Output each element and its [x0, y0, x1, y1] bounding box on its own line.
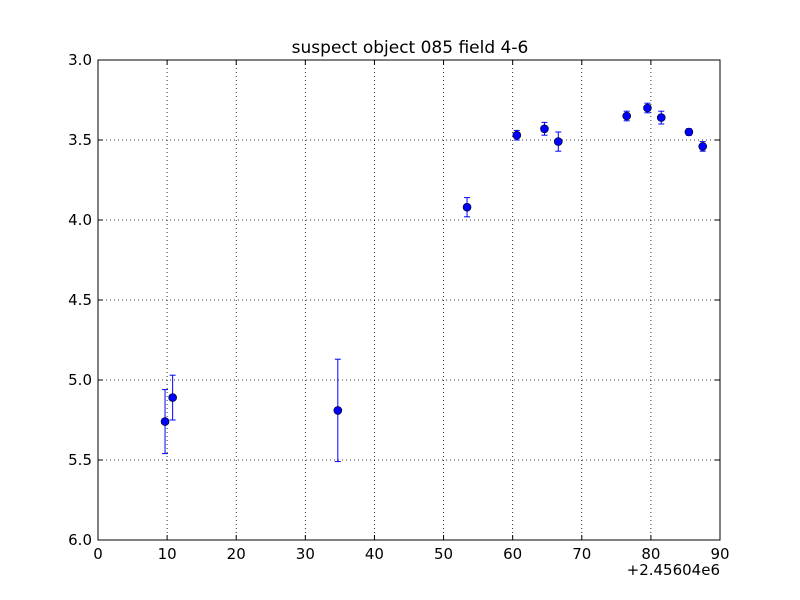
- data-point-group: [622, 110, 632, 122]
- data-point: [622, 111, 632, 121]
- x-tick-label: 0: [93, 545, 103, 563]
- chart-title: suspect object 085 field 4-6: [292, 38, 529, 58]
- data-point-group: [553, 131, 563, 152]
- x-tick-label: 40: [365, 545, 384, 563]
- y-tick-labels: 3.0 3.5 4.0 4.5 5.0 5.5 6.0: [68, 51, 92, 549]
- y-tick-label: 6.0: [68, 531, 92, 549]
- data-point: [160, 417, 170, 426]
- data-point-group: [656, 110, 666, 125]
- x-tick-labels: 0 10 20 30 40 50 60 70 80 90: [93, 545, 729, 563]
- y-tick-label: 5.0: [68, 371, 92, 389]
- x-tick-label: 60: [503, 545, 522, 563]
- x-tick-label: 90: [710, 545, 729, 563]
- x-tick-label: 50: [434, 545, 453, 563]
- data-point-group: [684, 127, 694, 137]
- data-point: [643, 103, 652, 113]
- y-tick-label: 3.0: [68, 51, 92, 69]
- data-point-group: [462, 197, 472, 218]
- data-point: [684, 127, 694, 137]
- data-point: [168, 393, 177, 402]
- x-offset-label: +2.45604e6: [627, 561, 720, 579]
- data-point-group: [160, 389, 170, 455]
- grid-layer: [98, 60, 720, 540]
- data-point: [540, 124, 549, 134]
- data-point: [656, 113, 666, 122]
- x-tick-label: 70: [572, 545, 591, 563]
- x-tick-label: 20: [227, 545, 246, 563]
- data-point: [333, 406, 343, 415]
- x-tick-label: 80: [641, 545, 660, 563]
- y-tick-label: 4.0: [68, 211, 92, 229]
- y-tick-label: 5.5: [68, 451, 92, 469]
- data-point-group: [643, 102, 652, 114]
- data-point-group: [698, 141, 708, 152]
- x-tick-label: 30: [296, 545, 315, 563]
- x-tick-label: 10: [158, 545, 177, 563]
- ticks-layer: [97, 59, 721, 541]
- data-point-group: [540, 121, 549, 136]
- plot-area-frame: [97, 59, 721, 541]
- data-point-group: [333, 358, 343, 463]
- data-point: [698, 142, 708, 151]
- y-tick-label: 4.5: [68, 291, 92, 309]
- y-tick-label: 3.5: [68, 131, 92, 149]
- data-point: [553, 137, 563, 146]
- data-point: [512, 130, 522, 140]
- data-points-layer: [160, 102, 708, 463]
- data-point: [462, 202, 472, 212]
- data-point-group: [168, 374, 177, 421]
- data-point-group: [512, 129, 522, 141]
